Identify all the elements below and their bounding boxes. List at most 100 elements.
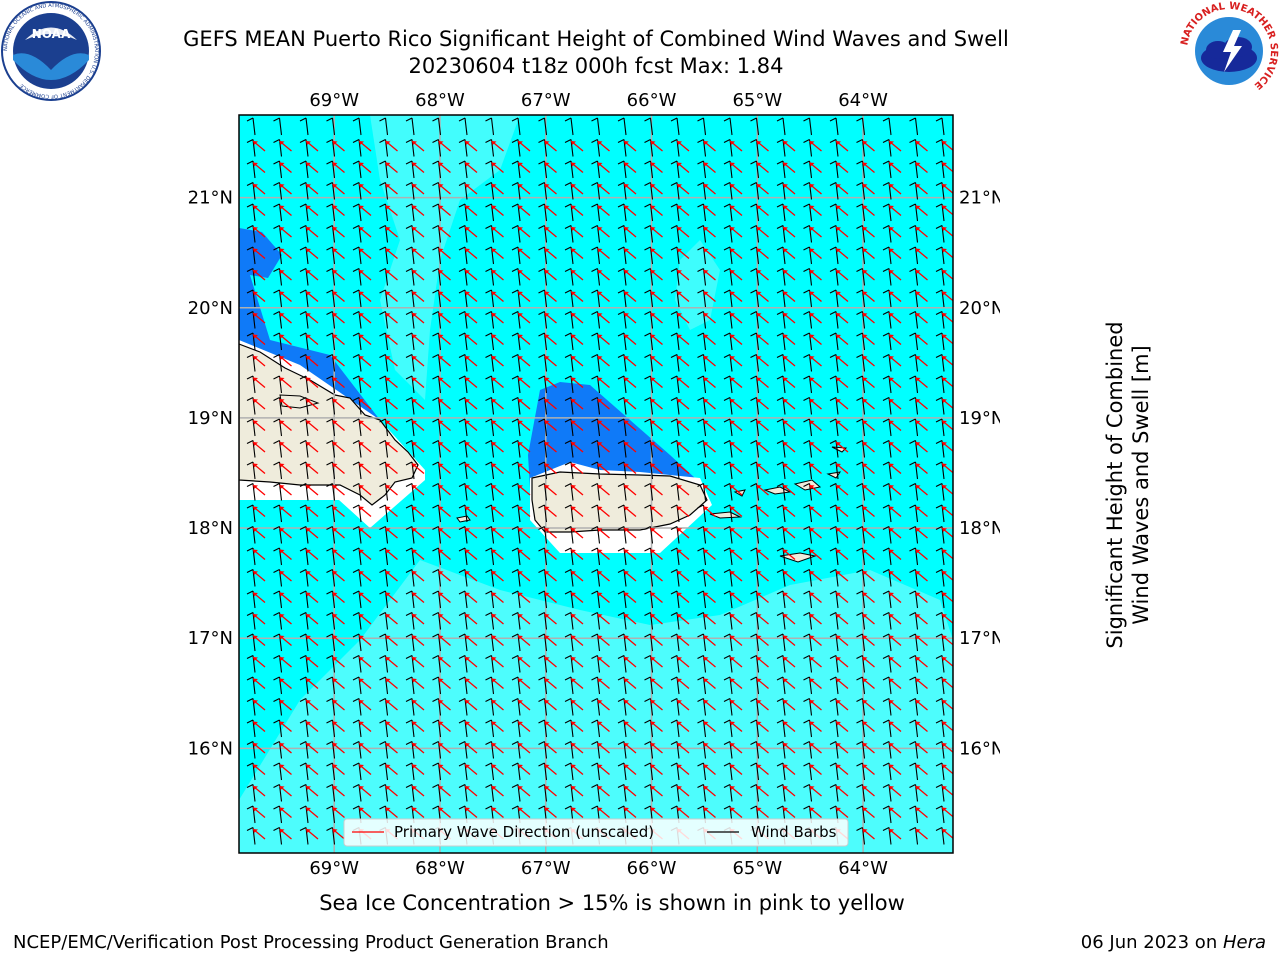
wave-arrow [862, 742, 875, 754]
wind-barb [882, 289, 892, 308]
wave-arrow [941, 678, 953, 689]
wind-barb [935, 160, 945, 179]
wave-arrow [862, 377, 875, 388]
wave-arrow [517, 592, 531, 603]
wave-arrow [385, 420, 398, 431]
wave-arrow [676, 248, 690, 259]
wave-arrow [570, 441, 584, 453]
wave-arrow [544, 291, 557, 302]
wind-barb [617, 203, 627, 222]
wind-barb [697, 741, 707, 759]
map-axis-labels: 69°W69°W68°W68°W67°W67°W66°W66°W65°W65°W… [188, 90, 1000, 879]
wave-arrow [888, 377, 902, 388]
wind-barb [723, 289, 733, 308]
wind-barb [538, 504, 548, 523]
wave-arrow [544, 463, 557, 474]
wave-arrow [252, 441, 266, 453]
land-st-croix [779, 552, 817, 563]
wind-barb [723, 590, 733, 609]
wave-arrow [623, 570, 637, 582]
wave-arrow [729, 785, 743, 797]
wind-barb [591, 569, 601, 587]
wave-arrow [729, 742, 743, 754]
wave-arrow [517, 656, 531, 668]
wave-arrow [623, 355, 637, 367]
wave-arrow [835, 807, 849, 818]
wave-arrow [491, 398, 504, 410]
wave-arrow [915, 226, 928, 238]
wave-arrow [279, 678, 292, 689]
wind-barb [909, 160, 919, 179]
wave-arrow [358, 420, 372, 431]
wind-barb [564, 741, 574, 759]
wave-arrow [756, 248, 769, 259]
wave-arrow [491, 613, 504, 625]
wave-arrow [305, 828, 319, 840]
wind-barb [935, 268, 945, 286]
wave-arrow [915, 807, 928, 818]
wind-barb [697, 375, 707, 394]
wind-barb [909, 612, 919, 630]
wave-arrow [835, 248, 849, 259]
wave-arrow [650, 334, 663, 345]
wave-arrow [570, 699, 584, 711]
wind-barb [644, 332, 654, 351]
wind-barb [776, 655, 786, 673]
lon-label-bottom: 66°W [627, 858, 677, 879]
wind-barb [697, 719, 707, 738]
wave-arrow [597, 742, 610, 754]
wave-arrow [438, 678, 451, 689]
wave-arrow [570, 334, 584, 345]
wave-arrow [835, 420, 849, 431]
wave-arrow [279, 828, 292, 840]
wind-barb [538, 354, 548, 372]
wind-barb [432, 117, 442, 136]
wind-barb [617, 547, 627, 566]
wave-arrow [650, 656, 663, 668]
lat-label-right: 17°N [959, 628, 1000, 649]
wave-arrow [650, 226, 663, 238]
wind-barb [803, 655, 813, 673]
wave-arrow [305, 785, 319, 797]
wave-arrow [756, 226, 769, 238]
wave-arrow [941, 764, 953, 775]
wave-arrow [835, 527, 849, 539]
wave-arrow [491, 441, 504, 453]
wind-barb [246, 483, 256, 501]
wind-barb [511, 633, 521, 652]
wind-barb [591, 397, 601, 415]
wind-barb [246, 375, 256, 394]
wave-arrow [782, 570, 796, 582]
wind-barb [803, 203, 813, 222]
wind-barb [750, 741, 760, 759]
wave-arrow [941, 527, 953, 539]
wave-arrow [491, 183, 504, 195]
wave-arrow [782, 807, 796, 818]
wave-arrow [941, 312, 953, 324]
wave-arrow [252, 269, 266, 281]
wave-arrow [544, 742, 557, 754]
wind-barb [723, 547, 733, 566]
wave-arrow [517, 570, 531, 582]
wave-arrow [676, 183, 690, 195]
wind-barb [829, 461, 839, 480]
wind-barb [617, 483, 627, 501]
wave-arrow [941, 226, 953, 238]
wave-arrow [915, 398, 928, 410]
wave-arrow [862, 420, 875, 431]
wave-arrow [358, 484, 372, 496]
wave-arrow [305, 699, 319, 711]
wind-barb [564, 182, 574, 200]
wave-arrow [809, 484, 822, 496]
wind-barb [538, 633, 548, 652]
wind-barb [564, 117, 574, 136]
wind-barb [511, 698, 521, 716]
wave-arrow [252, 506, 266, 517]
wave-arrow [756, 355, 769, 367]
wind-barb [564, 483, 574, 501]
wave-arrow [915, 312, 928, 324]
wave-arrow [650, 205, 663, 216]
wave-arrow [756, 420, 769, 431]
wave-arrow [809, 570, 822, 582]
wave-arrow [411, 162, 425, 173]
